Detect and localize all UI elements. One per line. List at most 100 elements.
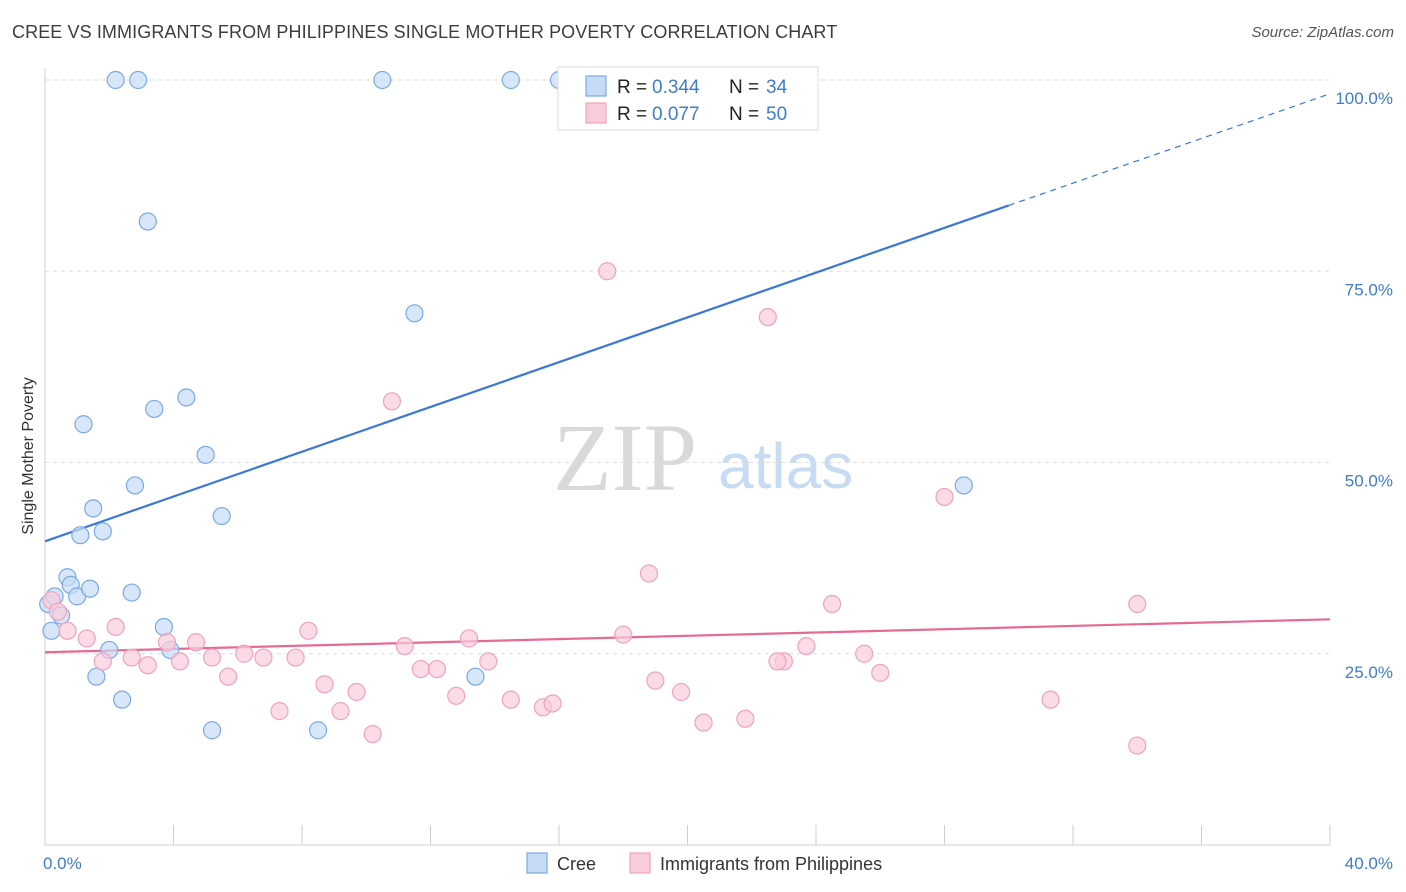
data-point-1 [1128,736,1147,755]
data-point-0 [93,522,112,541]
correlation-legend: R = 0.344 N = 34 R = 0.077 N = 50 [557,66,819,131]
data-point-0 [129,70,148,90]
y-tick-label: 50.0% [1345,472,1393,491]
data-point-1 [797,636,816,656]
data-point-1 [598,262,617,281]
data-point-0 [71,526,90,545]
data-point-1 [202,648,222,667]
data-point-1 [58,621,77,640]
y-tick-label: 100.0% [1335,89,1393,108]
data-point-1 [363,724,382,744]
data-point-1 [694,713,713,732]
legend-swatch-bottom [526,852,548,874]
data-point-0 [212,506,231,526]
data-point-0 [138,212,157,231]
chart-title: CREE VS IMMIGRANTS FROM PHILIPPINES SING… [12,22,838,42]
legend-r-label: R = [617,77,647,98]
data-points [39,70,1147,755]
axes: 25.0% 50.0% 75.0% 100.0% 0.0% 40.0% [43,68,1393,873]
trend-lines [44,93,1331,654]
data-point-1 [286,648,305,667]
source-credit: Source: ZipAtlas.com [1251,24,1394,41]
data-point-1 [543,694,562,713]
data-point-1 [315,675,334,694]
trend-line-1 [44,618,1331,654]
data-point-1 [501,690,520,709]
data-point-1 [122,648,141,667]
data-point-1 [855,644,874,663]
data-point-0 [177,388,196,407]
data-point-1 [347,682,366,702]
data-point-1 [1128,594,1147,614]
data-point-1 [479,652,498,671]
legend-n-label: N = [729,77,759,98]
data-point-1 [1041,690,1060,709]
trend-line-0 [44,204,1010,543]
data-point-1 [331,702,350,721]
data-point-0 [80,579,100,598]
data-point-1 [186,633,206,652]
data-point-0 [373,70,392,90]
watermark-atlas: atlas [718,430,853,502]
legend-r-label: R = [617,104,647,125]
legend-series-name: Cree [557,854,596,874]
legend-swatch [585,75,607,97]
data-point-1 [170,652,190,671]
data-point-0 [145,399,164,419]
data-point-1 [157,633,177,652]
trend-line-extension-0 [1008,93,1331,207]
data-point-0 [125,476,145,495]
data-point-1 [736,709,755,728]
data-point-0 [87,667,106,686]
grid [45,79,1330,655]
data-point-0 [122,583,141,602]
data-point-1 [758,308,777,327]
data-point-1 [270,702,289,721]
y-tick-label: 25.0% [1345,663,1393,682]
data-point-1 [254,648,273,667]
data-point-1 [459,629,479,648]
data-point-1 [48,602,67,621]
legend-n-value: 50 [766,104,787,125]
data-point-1 [138,656,157,675]
data-point-0 [308,721,328,740]
data-point-1 [106,617,125,637]
data-point-1 [411,659,430,679]
data-point-1 [93,652,112,671]
data-point-1 [299,621,318,640]
data-point-1 [235,644,254,663]
data-point-1 [822,594,842,614]
data-point-1 [646,671,665,690]
x-tick-label: 40.0% [1345,854,1393,873]
data-point-0 [154,617,173,637]
watermark-zip: ZIP [553,404,697,511]
data-point-0 [405,304,424,323]
legend-series-name: Immigrants from Philippines [660,854,882,874]
watermark: ZIP atlas [553,404,853,511]
data-point-0 [466,667,485,686]
legend-r-value: 0.077 [652,104,700,125]
data-point-1 [768,652,787,671]
data-point-1 [639,564,659,583]
data-point-0 [954,476,973,495]
legend-swatch-bottom [629,852,651,874]
data-point-1 [614,625,633,644]
series-legend: Cree Immigrants from Philippines [526,852,882,874]
y-axis-label: Single Mother Poverty [20,377,37,534]
data-point-0 [106,70,125,90]
legend-n-label: N = [729,104,759,125]
data-point-0 [112,690,132,709]
data-point-1 [427,659,447,679]
data-point-0 [202,721,222,740]
data-point-1 [447,686,466,705]
data-point-1 [77,629,96,648]
data-point-0 [196,445,215,464]
data-point-1 [935,487,954,507]
data-point-0 [42,621,61,640]
y-tick-label: 75.0% [1345,280,1393,299]
x-tick-label: 0.0% [43,854,82,873]
data-point-1 [671,682,691,702]
data-point-0 [84,499,103,518]
legend-r-value: 0.344 [652,77,700,98]
